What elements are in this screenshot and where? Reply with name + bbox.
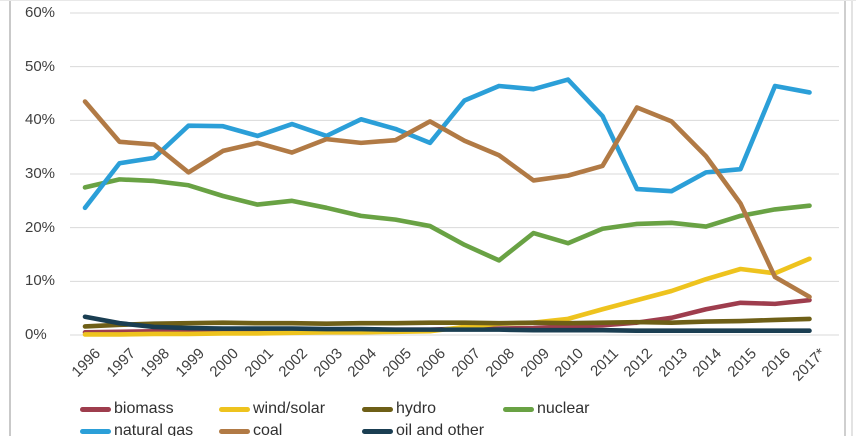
y-tick-label-50%: 50%: [25, 57, 56, 75]
legend-label: natural gas: [114, 422, 194, 436]
legend-item-oil-and-other: oil and other: [362, 422, 484, 436]
legend-label: oil and other: [396, 422, 485, 436]
legend-item-hydro: hydro: [362, 400, 436, 418]
legend-label: wind/solar: [253, 400, 326, 417]
right-border-line-2: [851, 1, 853, 436]
legend-swatch-natural-gas: [80, 428, 111, 434]
legend-label: biomass: [114, 400, 174, 417]
legend-swatch-hydro: [362, 406, 393, 412]
series-line-nuclear: [82, 177, 812, 263]
legend-item-biomass: biomass: [80, 400, 174, 418]
legend-label: coal: [253, 422, 283, 436]
y-tick-label-40%: 40%: [25, 111, 56, 129]
legend-swatch-nuclear: [503, 406, 534, 412]
legend-label: hydro: [396, 400, 437, 417]
series-line-hydro: [82, 316, 812, 329]
legend-swatch-biomass: [80, 406, 111, 412]
y-tick-label-30%: 30%: [25, 165, 56, 182]
right-border-line: [844, 1, 846, 436]
y-tick-label-60%: 60%: [25, 4, 56, 21]
legend-label: nuclear: [537, 400, 590, 417]
legend-item-coal: coal: [219, 422, 282, 436]
y-tick-label-10%: 10%: [25, 272, 56, 290]
y-tick-label-20%: 20%: [25, 218, 56, 236]
legend-item-natural-gas: natural gas: [80, 422, 193, 436]
series-line-natural-gas: [82, 77, 812, 211]
legend-swatch-oil-and-other: [362, 428, 393, 434]
series-line-coal: [82, 99, 812, 300]
legend-swatch-coal: [219, 428, 250, 434]
series-line-oil-and-other: [82, 314, 812, 334]
legend-item-wind-solar: wind/solar: [219, 400, 325, 418]
legend-item-nuclear: nuclear: [503, 400, 589, 418]
left-border-line: [9, 1, 11, 436]
legend-swatch-wind-solar: [219, 406, 250, 412]
y-tick-label-0%: 0%: [25, 326, 47, 343]
